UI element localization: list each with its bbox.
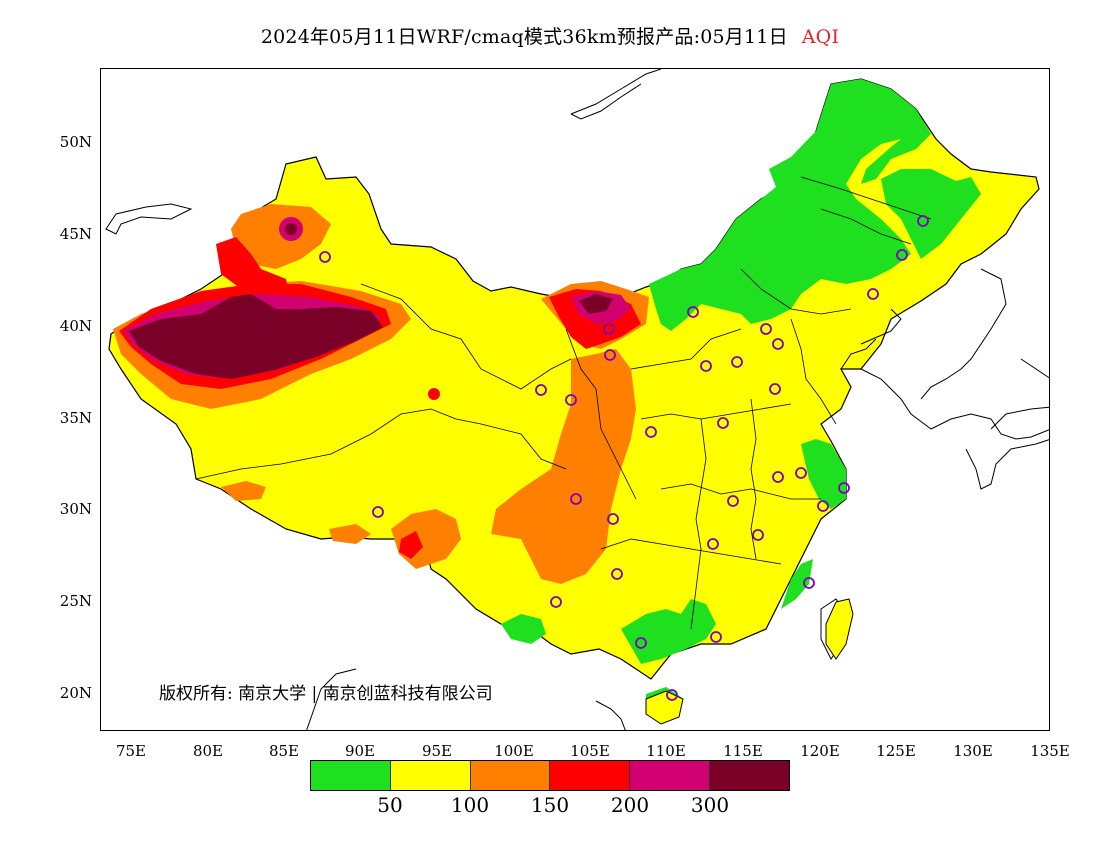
legend-swatch [470,761,551,790]
x-tick-label: 125E [876,742,916,760]
region-aqi-green-south-1 [621,599,716,664]
y-tick-label: 25N [59,592,92,610]
aqi-map: 版权所有: 南京大学 | 南京创蓝科技有限公司 [100,68,1050,731]
station-marker [795,467,807,479]
station-marker [760,323,772,335]
legend-label: 150 [530,793,570,817]
province-borders [195,176,932,630]
region-aqi-green-southeast [781,559,813,609]
legend-swatch [630,761,711,790]
map-title: 2024年05月11日WRF/cmaq模式36km预报产品:05月11日 AQI [0,22,1100,49]
legend-label: 300 [690,793,730,817]
station-marker [604,349,616,361]
region-aqi-green-south-2 [501,614,546,644]
station-marker [817,500,829,512]
x-tick-label: 105E [570,742,610,760]
legend-label: 50 [377,793,403,817]
region-aqi-orange-tibet-3 [329,524,371,544]
station-marker [867,288,879,300]
station-marker [635,637,647,649]
x-tick-label: 95E [421,742,453,760]
station-marker [769,383,781,395]
x-tick-label: 110E [646,742,686,760]
station-marker [607,513,619,525]
region-aqi-green-northeast-2 [881,169,981,259]
legend-swatch [710,761,789,790]
y-tick-label: 30N [59,500,92,518]
x-tick-label: 135E [1030,742,1070,760]
region-aqi-red-xinjiang-north [216,237,291,304]
x-tick-label: 80E [192,742,224,760]
station-marker [717,417,729,429]
region-aqi-maroon-taklimakan [129,294,383,379]
station-marker [565,394,577,406]
station-marker [687,306,699,318]
station-marker [570,493,582,505]
region-aqi-maroon-innermongolia [579,294,613,314]
x-tick-label: 120E [800,742,840,760]
island-taiwan [825,598,854,660]
region-aqi-red-tibet [399,531,423,559]
station-markers [319,215,929,701]
station-marker [896,249,908,261]
region-aqi-green-northeast [649,79,931,331]
region-aqi-orange-xinjiang-north [231,204,331,269]
x-tick-label: 100E [494,742,534,760]
station-marker [707,538,719,550]
y-tick-label: 20N [59,684,92,702]
station-marker [372,506,384,518]
station-marker [645,426,657,438]
coastlines [105,69,1049,730]
legend-label: 100 [450,793,490,817]
station-marker [535,384,547,396]
x-tick-label: 85E [268,742,300,760]
station-marker [803,577,815,589]
copyright-text: 版权所有: 南京大学 | 南京创蓝科技有限公司 [159,679,493,704]
station-marker [666,689,678,701]
legend-swatch [550,761,631,790]
station-marker [550,596,562,608]
station-marker [700,360,712,372]
region-aqi-green-east [801,439,846,509]
station-marker [772,338,784,350]
station-marker [710,631,722,643]
y-tick-label: 50N [59,133,92,151]
region-aqi-orange-tibet-2 [221,481,266,501]
y-tick-label: 40N [59,317,92,335]
x-tick-label: 75E [115,742,147,760]
x-tick-label: 115E [723,742,763,760]
y-tick-label: 35N [59,409,92,427]
y-tick-label: 45N [59,225,92,243]
station-marker [838,482,850,494]
legend-swatch [390,761,471,790]
aqi-color-legend [310,760,790,791]
station-marker [752,529,764,541]
region-aqi-red-qinghai-spot [428,388,440,400]
map-canvas [105,69,1049,730]
station-marker [603,323,615,335]
station-marker [319,251,331,263]
legend-swatch [311,761,391,790]
station-marker [611,568,623,580]
region-aqi-maroon-spot [285,223,297,235]
legend-label: 200 [610,793,650,817]
station-marker [731,356,743,368]
region-aqi-orange-sichuan [491,349,636,584]
title-main: 2024年05月11日WRF/cmaq模式36km预报产品:05月11日 [260,26,788,48]
station-marker [772,471,784,483]
station-marker [727,495,739,507]
station-marker [917,215,929,227]
x-tick-label: 130E [953,742,993,760]
copyright-label: 版权所有: 南京大学 | 南京创蓝科技有限公司 [159,684,493,704]
x-tick-label: 90E [344,742,376,760]
title-variable: AQI [801,26,840,48]
